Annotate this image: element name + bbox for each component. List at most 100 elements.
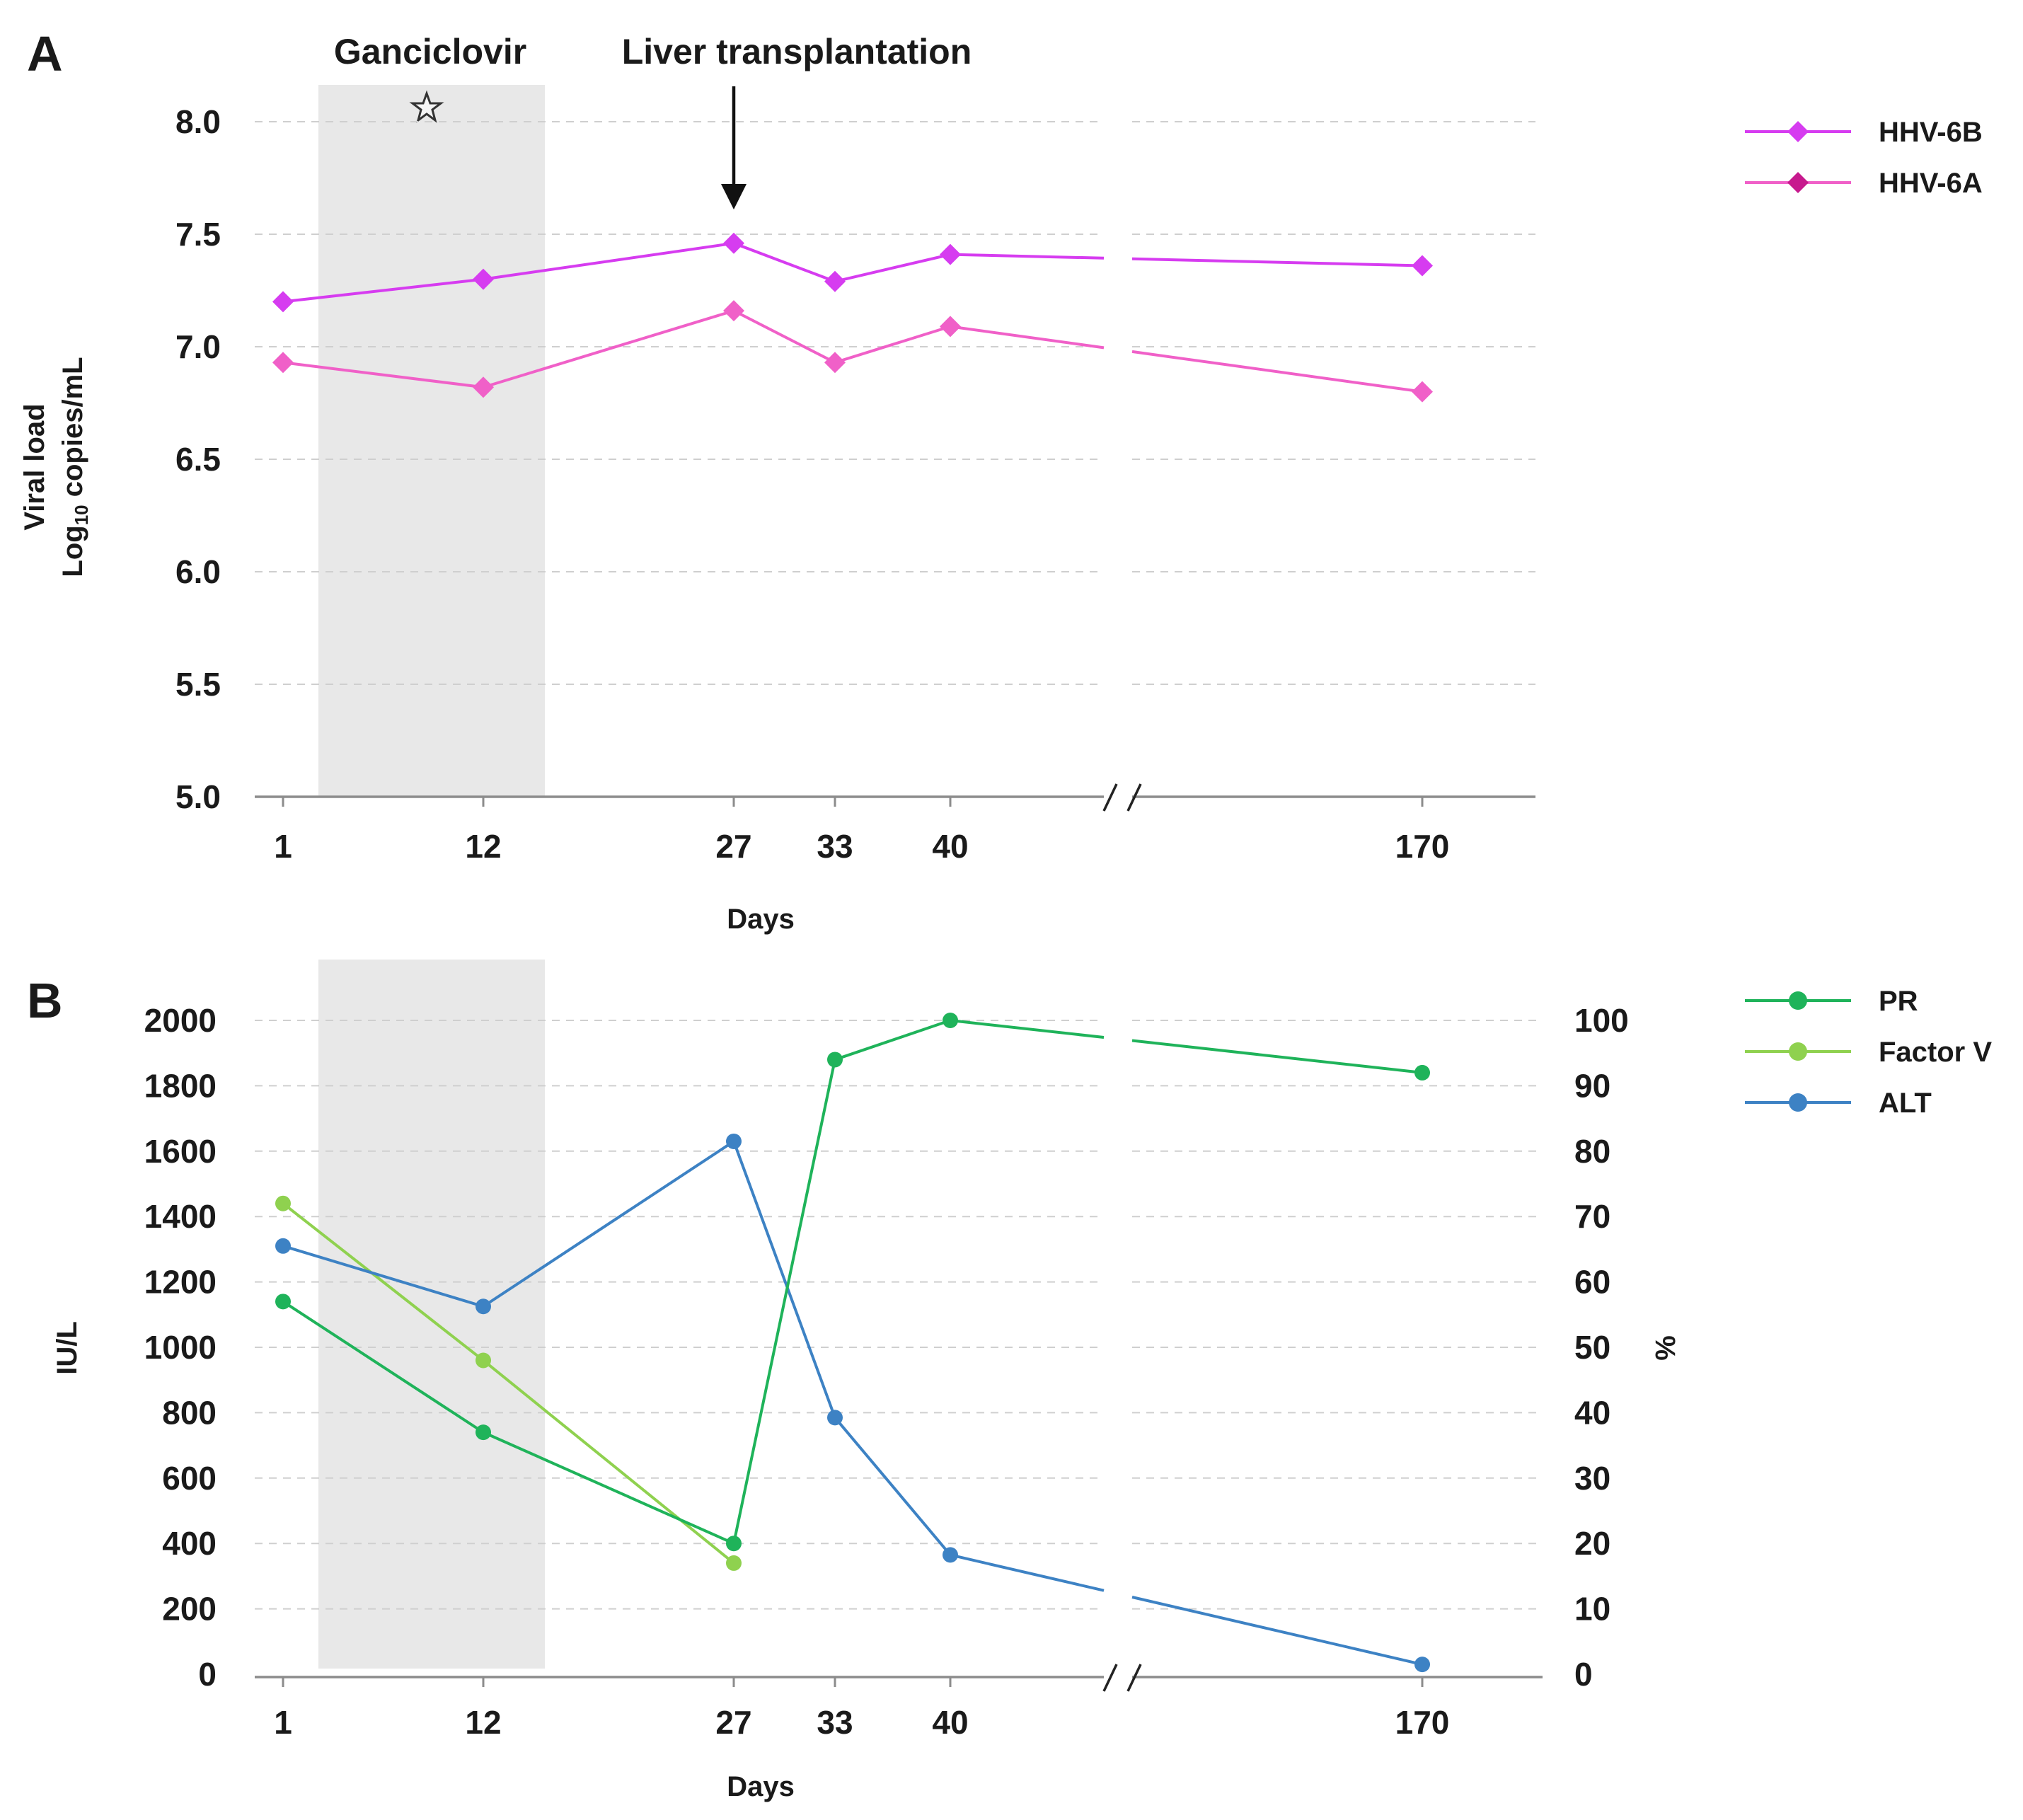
y-tick-label: 6.0 [175,553,221,590]
x-tick-label: 12 [465,1704,501,1741]
panel-b-series [275,1013,1430,1673]
legend-marker-hhv-6a [1787,172,1809,193]
right-y-tick-label: 70 [1574,1198,1610,1235]
hhv-6b-point [272,291,294,313]
right-y-tick-label: 90 [1574,1067,1610,1104]
right-y-tick-label: 0 [1574,1656,1593,1693]
panel-b-left-y-axis-title: IU/L [52,1321,83,1375]
left-y-tick-label: 0 [198,1656,217,1693]
x-tick-label: 27 [715,1704,751,1741]
x-tick-label: 170 [1395,828,1450,865]
hhv-6a-point [473,376,494,398]
pr-point [827,1052,843,1068]
pr-point [275,1294,291,1310]
left-y-tick-label: 1400 [144,1198,217,1235]
panel-a-axis-break-left [1102,783,1118,812]
alt-point [1414,1657,1430,1673]
legend-label-factor-v: Factor V [1879,1037,1992,1068]
panel-b-x-ticks: 1 12 27 33 40 170 [274,1677,1449,1741]
x-tick-label: 27 [715,828,751,865]
hhv-6a-point [940,316,961,338]
hhv-6b-point [824,270,846,292]
y-tick-label: 7.0 [175,328,221,365]
panel-b-axis-break-right [1126,1664,1142,1692]
pr-point [726,1536,742,1552]
left-y-tick-label: 1800 [144,1067,217,1104]
legend-marker-pr [1789,991,1807,1010]
panel-a-y-axis-title-line2: Log10 copies/mL [57,357,92,577]
left-y-tick-label: 2000 [144,1002,217,1039]
legend-label-pr: PR [1879,986,1918,1017]
left-y-tick-label: 1200 [144,1264,217,1301]
alt-line-left [282,1139,1105,1592]
ganciclovir-shaded-region-b [318,960,545,1669]
pr-point [476,1424,491,1441]
panel-b-right-y-tick-labels: 0 10 20 30 40 50 60 70 80 90 100 [1574,1002,1629,1693]
y-tick-label: 8.0 [175,103,221,140]
legend-label-alt: ALT [1879,1088,1932,1119]
panel-a-x-ticks: 1 12 27 33 40 170 [274,797,1449,865]
left-y-tick-label: 1600 [144,1133,217,1170]
left-y-tick-label: 1000 [144,1329,217,1366]
x-tick-label: 12 [465,828,501,865]
left-y-tick-label: 600 [162,1460,217,1497]
x-tick-label: 33 [817,1704,853,1741]
ganciclovir-shaded-region-a [318,85,545,797]
hhv-6b-point [723,232,744,254]
legend-label-hhv-6b: HHV-6B [1879,117,1983,148]
right-y-tick-label: 20 [1574,1525,1610,1562]
x-tick-label: 40 [932,828,968,865]
hhv-6b-line-left [282,241,1105,304]
x-tick-label: 1 [274,1704,292,1741]
x-tick-label: 40 [932,1704,968,1741]
hhv-6b-point [1412,255,1433,277]
y-tick-label: 5.5 [175,666,221,703]
alt-point [827,1410,843,1426]
panel-a-y-axis-title-line1: Viral load [19,403,50,530]
panel-b-legend: PR Factor V ALT [1745,986,1992,1119]
legend-marker-alt [1789,1093,1807,1112]
panel-b-axis-break-left [1102,1664,1118,1692]
pr-point [1414,1064,1430,1081]
y-tick-label: 6.5 [175,441,221,478]
factor-v-point [726,1555,742,1571]
right-y-tick-label: 30 [1574,1460,1610,1497]
pr-point [943,1013,958,1028]
hhv-6a-point [723,300,744,322]
panel-a-series [272,232,1433,403]
hhv-6a-point [824,352,846,374]
x-tick-label: 170 [1395,1704,1450,1741]
x-tick-label: 33 [817,828,853,865]
right-y-tick-label: 80 [1574,1133,1610,1170]
panel-a-axis-break-right [1126,783,1142,812]
right-y-tick-label: 10 [1574,1591,1610,1628]
left-y-tick-label: 200 [162,1591,217,1628]
alt-line-right [1131,1596,1423,1666]
y-tick-label: 7.5 [175,216,221,253]
alt-point [943,1547,958,1563]
panel-a-y-tick-labels: 5.0 5.5 6.0 6.5 7.0 7.5 8.0 [175,103,221,815]
panel-a-x-axis-title: Days [727,904,795,935]
hhv-6a-point [272,352,294,374]
y-tick-label: 5.0 [175,778,221,815]
legend-marker-hhv-6b [1787,121,1809,142]
legend-label-hhv-6a: HHV-6A [1879,168,1983,199]
alt-point [476,1298,491,1315]
liver-transplantation-label: Liver transplantation [622,32,972,71]
factor-v-point [476,1352,491,1369]
left-y-tick-label: 400 [162,1525,217,1562]
panel-b-letter: B [27,973,63,1028]
right-y-tick-label: 40 [1574,1394,1610,1431]
alt-point [726,1133,742,1149]
hhv-6a-line-right [1131,350,1423,393]
right-y-tick-label: 100 [1574,1002,1629,1039]
panel-a-letter: A [27,26,63,81]
panel-b-left-y-tick-labels: 0 200 400 600 800 1000 1200 1400 1600 1800 2000 [144,1002,217,1693]
copies-unit-text: copies/mL [57,357,88,505]
hhv-6b-line-right [1131,257,1423,267]
star-icon [409,90,444,123]
alt-point [275,1238,291,1254]
panel-a-y-axis-title: Viral load Log10 copies/mL [19,357,92,577]
hhv-6a-line-left [282,309,1105,389]
